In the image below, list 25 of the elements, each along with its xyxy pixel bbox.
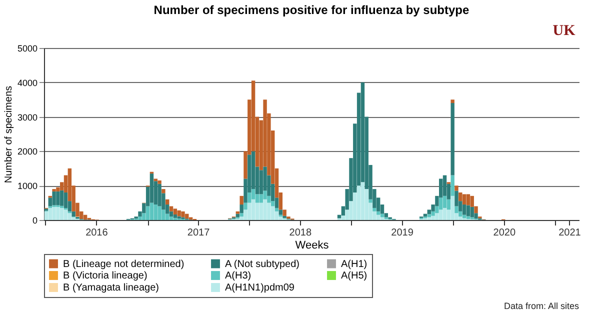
legend-label: A (Not subtyped) (225, 258, 300, 270)
legend-label: B (Yamagata lineage) (63, 282, 159, 294)
legend-label: B (Lineage not determined) (63, 258, 184, 270)
x-tick-label: 2018 (289, 228, 312, 238)
x-tick-label: 2016 (86, 228, 108, 238)
y-tick-label: 0 (32, 216, 38, 226)
y-tick-label: 4000 (17, 78, 38, 88)
x-tick-label: 2017 (187, 228, 210, 238)
legend-label: B (Victoria lineage) (63, 270, 148, 282)
chart-title: Number of specimens positive for influenza by subtype (154, 3, 470, 17)
legend-label: A(H1N1)pdm09 (225, 282, 295, 294)
legend-label: A(H5) (341, 270, 368, 282)
y-tick-label: 1000 (17, 181, 38, 192)
x-tick-label: 2019 (391, 228, 414, 238)
x-axis-title: Weeks (295, 240, 330, 252)
x-tick-label: 2020 (493, 228, 516, 238)
x-tick-label: 2021 (558, 228, 582, 238)
y-tick-label: 3000 (17, 112, 38, 122)
legend-label: A(H1) (341, 258, 368, 270)
legend-label: A(H3) (225, 270, 252, 282)
y-tick-label: 2000 (17, 146, 38, 157)
text: UK (552, 23, 576, 39)
y-axis-title: Number of specimens (3, 86, 14, 184)
text: Data from: All sites (504, 301, 580, 311)
y-tick-label: 5000 (17, 44, 38, 54)
